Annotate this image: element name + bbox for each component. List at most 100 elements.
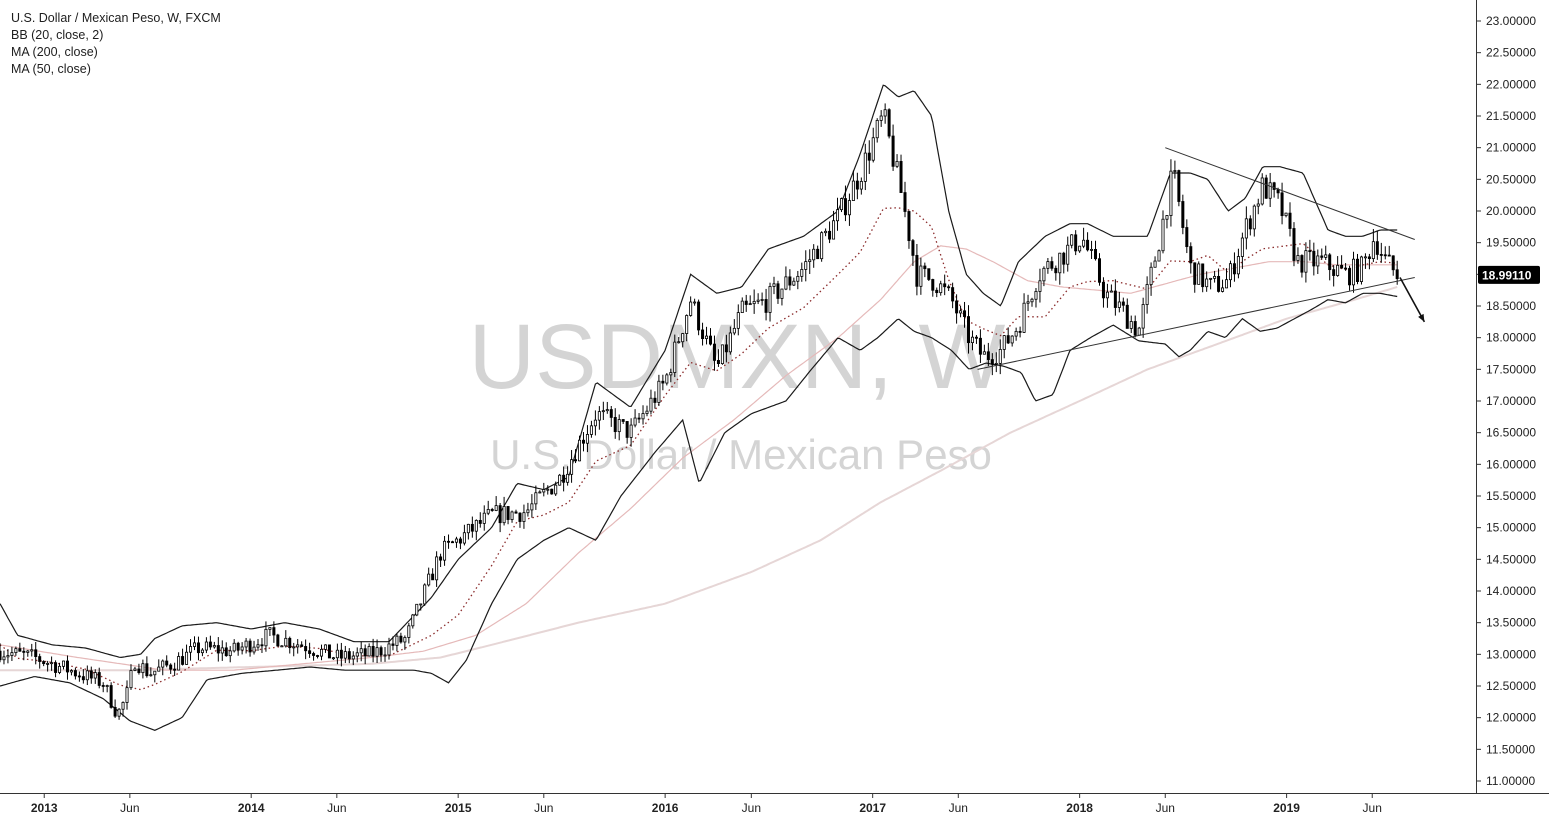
candle-body <box>526 509 530 514</box>
candle-body <box>189 646 193 653</box>
candle-body <box>383 654 387 657</box>
candle-body <box>470 523 474 532</box>
candle-body <box>1149 266 1153 285</box>
candle-body <box>1264 177 1268 199</box>
candle-body <box>653 397 657 403</box>
candle-body <box>2 656 6 661</box>
candle-body <box>224 647 228 657</box>
candle-body <box>736 312 740 329</box>
candle-body <box>617 419 621 433</box>
candle-body <box>69 670 73 673</box>
candle-body <box>1070 234 1074 246</box>
candle-body <box>863 152 867 182</box>
candle-body <box>871 137 875 161</box>
candle-body <box>728 332 732 353</box>
candle-body <box>776 283 780 299</box>
candle-body <box>423 584 427 605</box>
candle-body <box>323 644 327 650</box>
candle-body <box>1324 254 1328 258</box>
candle-body <box>395 635 399 646</box>
y-tick-label: 16.50000 <box>1486 426 1536 440</box>
candle-body <box>478 519 482 524</box>
y-tick-label: 17.50000 <box>1486 362 1536 376</box>
candle-body <box>883 109 887 117</box>
candle-body <box>121 702 125 710</box>
candle-body <box>1236 256 1240 275</box>
candle-body <box>1284 212 1288 217</box>
candle-body <box>1387 254 1391 257</box>
candle-body <box>907 211 911 242</box>
candle-body <box>1363 256 1367 259</box>
x-tick-label: Jun <box>534 801 553 815</box>
candle-body <box>812 248 816 261</box>
candle-body <box>38 656 42 662</box>
candle-body <box>6 655 10 658</box>
price-axis[interactable]: 23.00000 22.50000 22.00000 21.50000 21.00000… <box>1476 0 1536 793</box>
candle-body <box>363 648 367 657</box>
trendlines <box>977 147 1426 370</box>
y-tick-label: 20.50000 <box>1486 172 1536 186</box>
candle-body <box>1010 335 1014 344</box>
candle-body <box>181 656 185 665</box>
candle-body <box>1078 245 1082 252</box>
candle-body <box>1260 177 1264 205</box>
candle-body <box>415 603 419 616</box>
candle-body <box>1105 291 1109 299</box>
x-tick-label: 2017 <box>859 801 886 815</box>
candle-body <box>236 642 240 651</box>
candle-body <box>740 300 744 314</box>
candle-body <box>657 380 661 403</box>
indicator-ma200: MA (200, close) <box>11 45 98 59</box>
candle-body <box>1355 258 1359 282</box>
candle-body <box>1304 250 1308 273</box>
candle-body <box>490 509 494 511</box>
candle-body <box>387 643 391 656</box>
candle-body <box>1375 241 1379 255</box>
projection-arrow-line[interactable] <box>1399 277 1426 323</box>
trendline[interactable] <box>977 277 1415 370</box>
candle-body <box>280 645 284 648</box>
candle-body <box>1113 290 1117 308</box>
candle-body <box>335 649 339 659</box>
candle-body <box>955 300 959 314</box>
candle-body <box>1050 261 1054 269</box>
candle-body <box>18 648 22 652</box>
candle-body <box>673 341 677 373</box>
candle-body <box>605 409 609 412</box>
candle-body <box>720 344 724 365</box>
candle-body <box>1169 170 1173 216</box>
candle-body <box>316 655 320 657</box>
candle-body <box>58 665 62 673</box>
candle-body <box>196 642 200 654</box>
candle-body <box>296 644 300 648</box>
candle-body <box>998 349 1002 364</box>
candle-body <box>101 685 105 687</box>
candle-body <box>89 670 93 679</box>
candle-body <box>538 491 542 494</box>
candle-body <box>391 643 395 646</box>
candle-body <box>97 672 101 686</box>
candle-body <box>1268 182 1272 199</box>
candle-body <box>951 287 955 302</box>
candle-body <box>597 411 601 421</box>
candle-body <box>1308 250 1312 253</box>
candle-body <box>1018 330 1022 333</box>
candle-body <box>268 627 272 630</box>
candle-body <box>1256 203 1260 207</box>
candle-body <box>633 417 637 426</box>
candle-body <box>637 417 641 420</box>
candle-body <box>0 650 2 661</box>
trendline[interactable] <box>1165 147 1415 240</box>
candle-body <box>1209 277 1213 280</box>
candle-body <box>157 666 161 672</box>
candle-body <box>530 503 534 511</box>
chart-title: U.S. Dollar / Mexican Peso, W, FXCM <box>11 11 221 25</box>
candle-body <box>994 362 998 365</box>
y-tick-label: 22.00000 <box>1486 77 1536 91</box>
ma50-line <box>0 245 1398 671</box>
bb-upper <box>0 84 1398 659</box>
candle-body <box>292 646 296 649</box>
x-tick-label: 2019 <box>1273 801 1300 815</box>
time-axis[interactable]: 2013 Jun 2014 Jun 2015 Jun 2016 Jun 2017 Jun 2018 J… <box>0 793 1549 815</box>
